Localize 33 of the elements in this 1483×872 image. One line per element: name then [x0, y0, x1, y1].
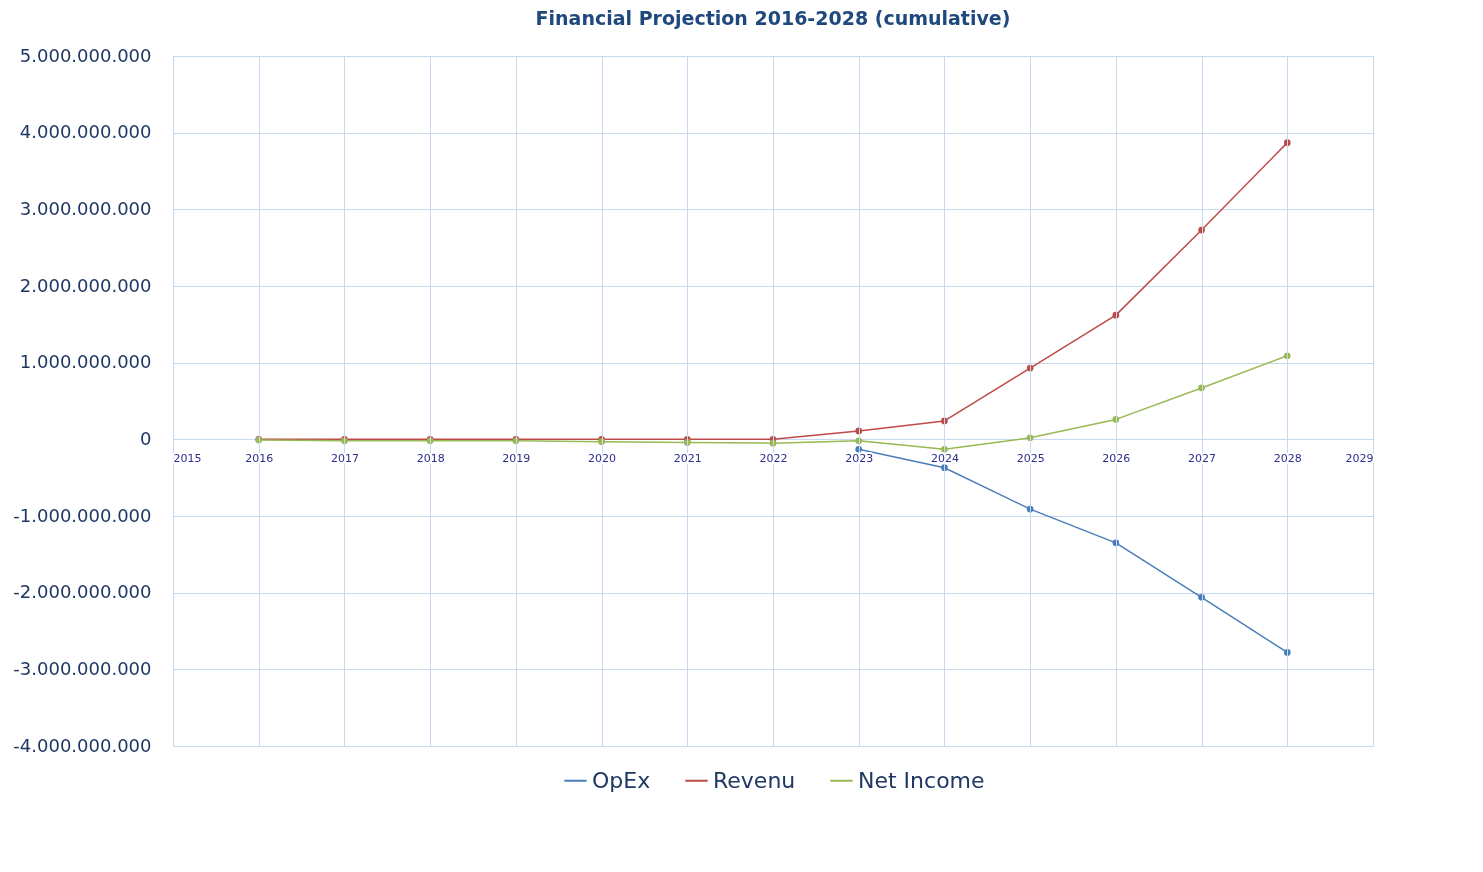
x-tick-label: 2024: [930, 451, 959, 465]
point: [1198, 384, 1205, 392]
y-tick-label: -4.000.000.000: [13, 734, 152, 756]
y-tick-label: 4.000.000.000: [19, 121, 152, 143]
x-tick-label: 2019: [502, 451, 531, 465]
legend-label: Net Income: [858, 767, 985, 793]
x-tick-label: 2026: [1102, 451, 1131, 465]
x-tick-label: 2021: [673, 451, 702, 465]
y-tick-label: -2.000.000.000: [13, 581, 152, 603]
y-tick-label: -3.000.000.000: [13, 657, 152, 679]
legend-label: Revenu: [713, 767, 796, 793]
y-tick-label: 5.000.000.000: [19, 44, 152, 66]
y-tick-label: -1.000.000.000: [13, 504, 152, 526]
x-tick-label: 2025: [1016, 451, 1045, 465]
y-tick-label: 2.000.000.000: [19, 274, 152, 296]
chart-title: Financial Projection 2016-2028 (cumulative): [535, 7, 1011, 29]
x-tick-label: 2023: [845, 451, 874, 465]
x-tick-label: 2020: [588, 451, 617, 465]
y-tick-label: 3.000.000.000: [19, 197, 152, 219]
x-tick-label: 2029: [1345, 451, 1374, 465]
point: [1198, 593, 1205, 601]
legend-label: OpEx: [592, 767, 651, 793]
point: [1198, 226, 1205, 234]
x-tick-label: 2028: [1273, 451, 1302, 465]
point: [941, 464, 948, 472]
x-tick-label: 2027: [1188, 451, 1217, 465]
x-tick-label: 2015: [173, 451, 202, 465]
x-tick-label: 2018: [416, 451, 445, 465]
x-tick-label: 2016: [245, 451, 274, 465]
x-tick-label: 2022: [759, 451, 788, 465]
y-tick-label: 0: [140, 427, 152, 449]
y-tick-label: 1.000.000.000: [19, 351, 152, 373]
x-tick-label: 2017: [330, 451, 359, 465]
